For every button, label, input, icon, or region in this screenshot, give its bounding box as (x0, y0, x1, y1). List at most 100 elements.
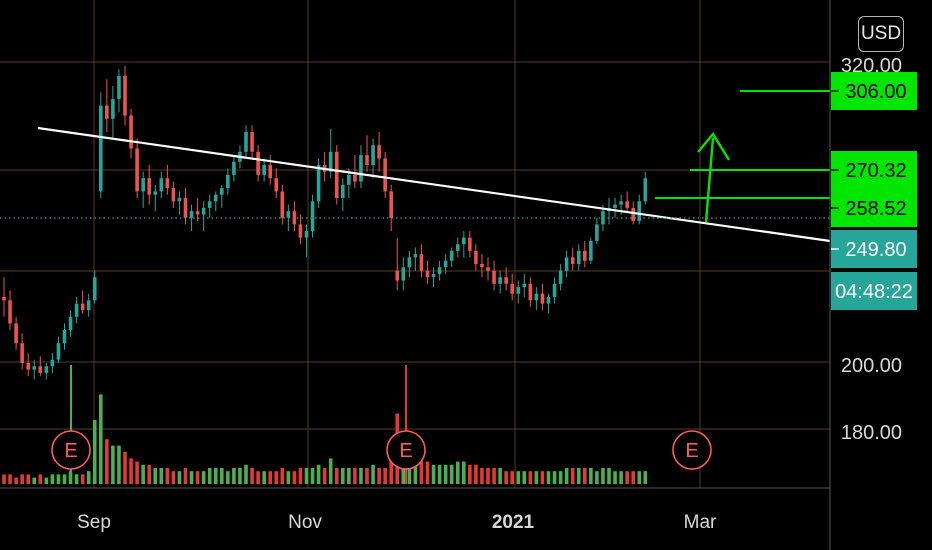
candle (413, 247, 418, 271)
candle-body (220, 188, 224, 195)
candle-body (534, 293, 539, 301)
candle (268, 155, 272, 185)
candle-body (280, 191, 285, 218)
candle-body (20, 343, 24, 363)
candle-body (213, 194, 218, 202)
candle (189, 204, 194, 231)
candle-body (292, 211, 297, 225)
earnings-event-marker[interactable]: E (386, 365, 426, 484)
volume-bar (159, 468, 164, 484)
candle (8, 290, 12, 330)
candle (371, 138, 375, 179)
candle-body (274, 178, 279, 192)
candle (141, 171, 145, 208)
trendline[interactable] (37, 126, 831, 243)
earnings-event-marker[interactable]: E (51, 365, 91, 484)
candle-body (165, 178, 170, 189)
volume-bar (504, 471, 508, 484)
candle-body (268, 165, 272, 179)
volume-bar (419, 461, 424, 484)
candle-body (201, 207, 206, 215)
volume-bar (171, 471, 176, 484)
candle (220, 184, 224, 208)
candle (292, 201, 297, 231)
volume-bar (595, 471, 599, 484)
volume-bar (528, 471, 533, 484)
volume-bar (328, 458, 333, 484)
candle (341, 178, 345, 212)
volume-bar (2, 474, 6, 484)
price-badge-bg (831, 272, 917, 310)
candle-body (625, 201, 629, 208)
volume-bar (280, 468, 285, 484)
volume-bar (220, 468, 224, 484)
candle-body (195, 211, 200, 215)
candle (546, 293, 551, 314)
candle-body (522, 283, 527, 288)
candle-body (316, 165, 321, 202)
candle-body (304, 231, 309, 238)
drawings[interactable] (0, 90, 831, 243)
candle (68, 310, 73, 337)
volume-bar (244, 464, 248, 484)
candle-body (462, 237, 466, 245)
price-badge-text: 270.32 (845, 160, 906, 182)
candle-body (619, 201, 623, 205)
volume-bar (474, 464, 478, 484)
candle (44, 363, 49, 380)
candle (534, 287, 539, 311)
volume-bar (607, 468, 611, 484)
candle (74, 297, 79, 324)
volume-bar (540, 471, 545, 484)
volume-bar (534, 471, 539, 484)
candle (419, 244, 424, 278)
volume-bar (32, 477, 37, 484)
volume-bar (141, 464, 145, 484)
candle-body (552, 283, 557, 297)
price-badges: 306.00 270.32 258.52 249.80 04:48:22 (831, 72, 917, 310)
candle-body (353, 174, 357, 182)
earnings-event-marker[interactable]: E (672, 430, 712, 484)
candle (455, 237, 460, 258)
candle-body (407, 257, 412, 268)
candle-body (613, 204, 617, 208)
candle (50, 353, 55, 373)
candle (159, 171, 164, 198)
candle (468, 231, 472, 258)
event-circle (672, 430, 712, 470)
candle (117, 69, 121, 113)
volume-bar (250, 468, 254, 484)
volume-bar (286, 471, 291, 484)
candle-body (328, 151, 333, 172)
arrow-up-icon[interactable] (704, 137, 715, 223)
candle (528, 277, 533, 307)
candle-body (401, 267, 406, 281)
candle (165, 165, 170, 195)
y-tick-label: 180.00 (841, 422, 902, 444)
candle-body (540, 293, 545, 304)
currency-button[interactable]: USD (858, 16, 904, 52)
volume-bar (268, 471, 272, 484)
volume-bar (558, 471, 563, 484)
candle-body (147, 178, 151, 195)
volume-bar (637, 471, 642, 484)
candle-body (244, 132, 248, 152)
x-tick-label: Nov (288, 512, 322, 533)
volume-bar (111, 445, 115, 484)
volume-bar (468, 464, 472, 484)
volume-bar (625, 471, 629, 484)
volume-bar (195, 471, 200, 484)
candle (504, 267, 508, 291)
candle-body (38, 366, 43, 373)
candle (383, 151, 387, 198)
candle (213, 191, 218, 212)
candle-body (153, 191, 158, 195)
candle-body (129, 115, 133, 149)
candle (80, 290, 85, 314)
candle-body (431, 273, 436, 278)
candle (365, 135, 369, 172)
candle-body (564, 257, 569, 271)
